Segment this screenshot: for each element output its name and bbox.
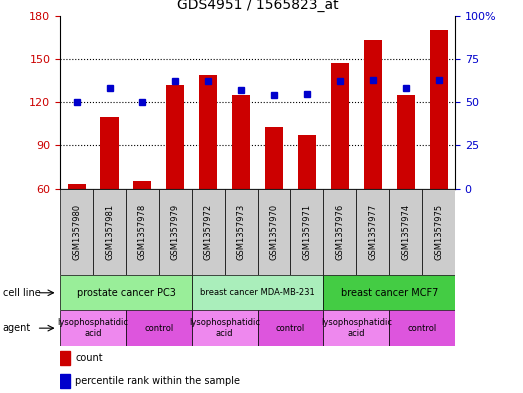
Bar (298, 135, 316, 189)
Text: GSM1357980: GSM1357980 (72, 204, 81, 260)
Text: cell line: cell line (3, 288, 40, 298)
Text: GSM1357978: GSM1357978 (138, 204, 147, 260)
Bar (199, 75, 217, 189)
FancyBboxPatch shape (60, 189, 93, 275)
Text: control: control (407, 324, 437, 332)
Title: GDS4951 / 1565823_at: GDS4951 / 1565823_at (177, 0, 338, 12)
FancyBboxPatch shape (422, 189, 455, 275)
Text: control: control (276, 324, 305, 332)
Bar (389, 310, 455, 346)
Text: GSM1357972: GSM1357972 (204, 204, 213, 260)
FancyBboxPatch shape (126, 189, 159, 275)
Text: control: control (144, 324, 174, 332)
FancyBboxPatch shape (356, 189, 389, 275)
Text: percentile rank within the sample: percentile rank within the sample (75, 376, 240, 386)
Bar (323, 310, 389, 346)
Bar (100, 117, 119, 189)
Bar (265, 127, 283, 189)
Bar (126, 310, 192, 346)
Text: breast cancer MCF7: breast cancer MCF7 (340, 288, 438, 298)
Text: lysophosphatidic
acid: lysophosphatidic acid (58, 318, 129, 338)
FancyBboxPatch shape (323, 189, 356, 275)
Text: breast cancer MDA-MB-231: breast cancer MDA-MB-231 (200, 288, 315, 297)
FancyBboxPatch shape (93, 189, 126, 275)
Bar (429, 30, 448, 189)
Bar (232, 95, 250, 189)
FancyBboxPatch shape (159, 189, 192, 275)
Bar (257, 310, 323, 346)
Text: GSM1357976: GSM1357976 (335, 204, 344, 260)
FancyBboxPatch shape (290, 189, 323, 275)
Text: GSM1357974: GSM1357974 (401, 204, 410, 260)
Bar (363, 40, 382, 189)
Text: GSM1357979: GSM1357979 (171, 204, 180, 260)
Text: GSM1357977: GSM1357977 (368, 204, 377, 260)
FancyBboxPatch shape (257, 189, 290, 275)
Text: prostate cancer PC3: prostate cancer PC3 (76, 288, 175, 298)
Text: GSM1357981: GSM1357981 (105, 204, 114, 260)
Bar (166, 85, 185, 189)
Bar (60, 351, 70, 365)
Text: GSM1357973: GSM1357973 (236, 204, 246, 260)
Text: GSM1357970: GSM1357970 (269, 204, 279, 260)
Bar (60, 310, 126, 346)
FancyBboxPatch shape (389, 189, 422, 275)
FancyBboxPatch shape (192, 189, 225, 275)
Text: lysophosphatidic
acid: lysophosphatidic acid (189, 318, 260, 338)
Bar (331, 63, 349, 189)
Text: lysophosphatidic
acid: lysophosphatidic acid (321, 318, 392, 338)
Text: GSM1357971: GSM1357971 (302, 204, 311, 260)
Text: agent: agent (3, 323, 31, 333)
Bar (396, 95, 415, 189)
Bar (133, 182, 152, 189)
FancyBboxPatch shape (225, 189, 257, 275)
Text: GSM1357975: GSM1357975 (434, 204, 443, 260)
Bar (60, 275, 192, 310)
Bar (323, 275, 455, 310)
Bar (67, 184, 86, 189)
Text: count: count (75, 353, 103, 363)
Bar (60, 374, 70, 388)
Bar (192, 310, 257, 346)
Bar (192, 275, 323, 310)
